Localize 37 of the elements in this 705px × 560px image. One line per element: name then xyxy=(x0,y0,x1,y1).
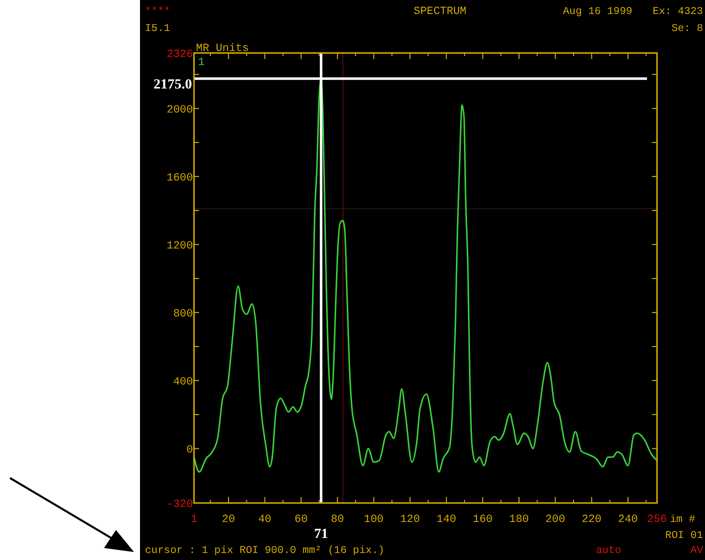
x-tick-label: 220 xyxy=(582,514,602,526)
x-tick-label: 100 xyxy=(364,514,384,526)
x-tick-label: 240 xyxy=(618,514,638,526)
y-tick-label: 1600 xyxy=(166,172,193,184)
chart-title: SPECTRUM xyxy=(414,6,466,18)
y-tick-label: 400 xyxy=(173,376,193,389)
y-tick-label: -320 xyxy=(166,499,193,511)
text: Ex: 4323 xyxy=(652,6,703,18)
x-tick-label: 256 xyxy=(647,514,667,526)
text: cursor : 1 pix ROI 900.0 mm² (16 pix.) xyxy=(145,545,384,557)
x-tick-label: 140 xyxy=(436,514,456,526)
x-tick-label: 20 xyxy=(222,514,236,526)
y-axis-title: MR Units xyxy=(196,43,249,55)
x-tick-label: 160 xyxy=(472,514,493,526)
ref-line-label: 71 xyxy=(314,527,328,542)
x-tick-label: 40 xyxy=(258,514,272,526)
text: Se: 8 xyxy=(671,23,703,35)
y-tick-label: 2326 xyxy=(166,49,193,61)
x-tick-label: 200 xyxy=(545,514,566,526)
text: AV xyxy=(690,545,704,557)
x-tick-label: 180 xyxy=(509,514,529,526)
x-tick-label: 80 xyxy=(330,514,344,526)
text: **** xyxy=(145,6,170,18)
text: ROI 01 xyxy=(665,530,703,542)
y-tick-label: 2000 xyxy=(166,104,193,116)
x-tick-label: 120 xyxy=(400,514,420,526)
y-tick-label: 0 xyxy=(186,444,193,457)
ref-line-label: 2175.0 xyxy=(154,78,192,93)
x-tick-label: 60 xyxy=(294,514,308,526)
x-tick-label: 1 xyxy=(190,514,198,526)
text: auto xyxy=(596,545,622,557)
y-tick-label: 1200 xyxy=(166,240,193,252)
text: Aug 16 1999 xyxy=(563,6,632,18)
x-axis-title: im # xyxy=(670,514,696,526)
y-tick-label: 800 xyxy=(173,308,193,321)
text: I5.1 xyxy=(145,23,170,35)
text: 1 xyxy=(198,57,205,69)
